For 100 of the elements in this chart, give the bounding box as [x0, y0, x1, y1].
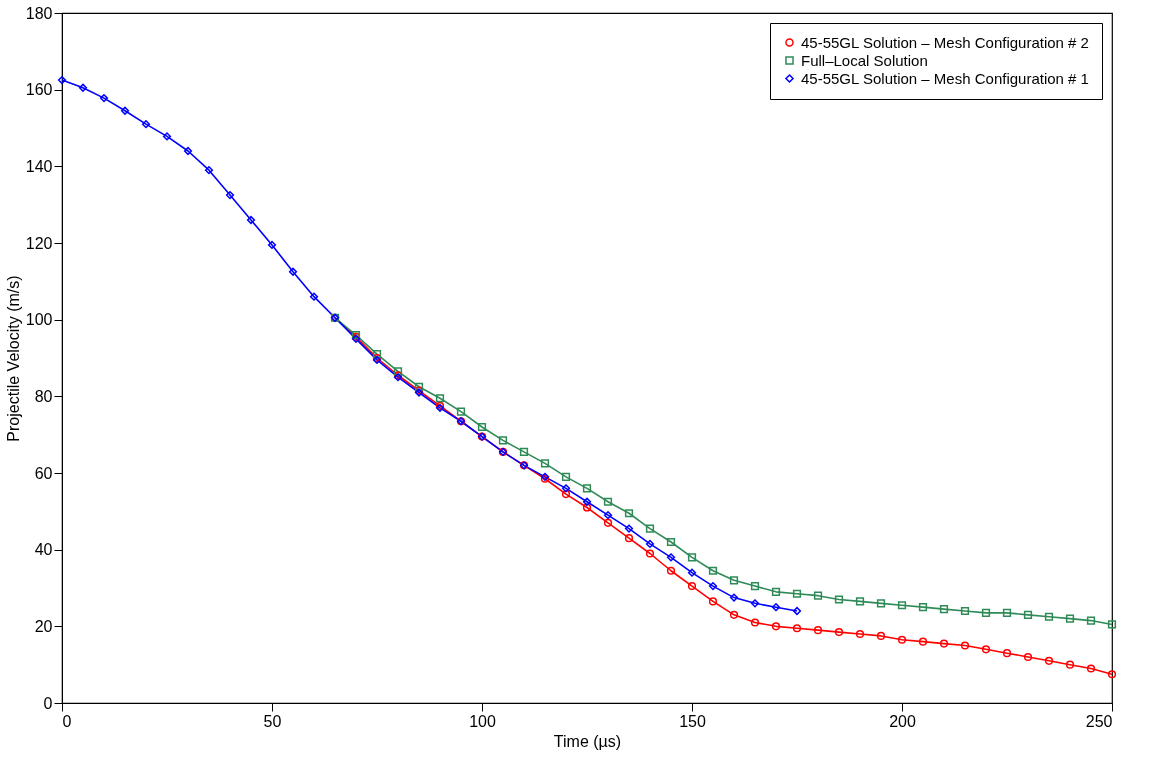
point [246, 215, 256, 225]
point [729, 576, 739, 585]
x-tick-label: 150 [679, 712, 706, 730]
y-tick-label: 160 [25, 81, 53, 99]
point [582, 484, 592, 493]
y-tick-label: 120 [25, 234, 53, 252]
y-tick-label: 40 [34, 541, 53, 559]
legend-label: 45-55GL Solution – Mesh Configuration # 1 [801, 69, 1089, 87]
y-tick-label: 0 [43, 694, 53, 712]
point [750, 618, 760, 627]
point [309, 292, 319, 301]
point [645, 539, 655, 549]
point [204, 166, 214, 175]
point [876, 631, 886, 641]
point [981, 608, 991, 618]
point [1023, 652, 1033, 662]
point [624, 534, 634, 543]
point [456, 407, 466, 416]
point [939, 639, 949, 648]
point [645, 549, 655, 558]
x-tick-label: 100 [469, 712, 496, 730]
y-axis-title: Projectile Velocity (m/s) [4, 275, 22, 442]
point [834, 627, 844, 637]
point [666, 553, 676, 562]
point [729, 610, 739, 619]
y-tick-label: 180 [25, 4, 53, 22]
point [771, 587, 781, 596]
point [687, 568, 697, 577]
y-tick-label: 80 [34, 387, 53, 405]
point [813, 591, 823, 600]
point [1086, 616, 1096, 625]
point [561, 484, 571, 493]
point [624, 509, 634, 518]
point [624, 524, 634, 533]
point [960, 641, 970, 650]
x-tick-label: 250 [1085, 712, 1113, 730]
point [561, 489, 571, 499]
point [435, 394, 445, 403]
point [120, 106, 130, 115]
point [141, 120, 151, 129]
x-tick-label: 200 [889, 712, 916, 730]
point [708, 581, 718, 591]
point [834, 595, 844, 604]
point [561, 472, 571, 481]
point [1107, 620, 1117, 629]
point [477, 422, 487, 432]
point [813, 626, 823, 635]
legend-label: Full–Local Solution [801, 51, 928, 69]
point [519, 447, 529, 457]
point [99, 94, 109, 103]
point [897, 601, 907, 610]
point [1002, 649, 1012, 658]
point [1023, 610, 1033, 619]
point [855, 597, 865, 606]
point [498, 436, 508, 445]
y-tick-label: 140 [25, 157, 53, 175]
point [981, 645, 991, 654]
point [1044, 612, 1054, 621]
point [855, 629, 865, 639]
point [540, 459, 550, 468]
point [771, 603, 781, 612]
point [960, 606, 970, 616]
point [897, 635, 907, 644]
y-tick-label: 60 [34, 464, 53, 482]
point [582, 503, 592, 512]
point [918, 603, 928, 612]
point [582, 497, 592, 506]
point [750, 581, 760, 591]
point [1065, 660, 1075, 669]
point [792, 624, 802, 633]
point [771, 622, 781, 631]
point [792, 589, 802, 598]
point [687, 553, 697, 562]
point [162, 132, 172, 141]
point [1086, 664, 1096, 673]
point [603, 511, 613, 520]
point [393, 367, 403, 376]
point [645, 524, 655, 533]
point [414, 382, 424, 391]
point [750, 599, 760, 608]
point [183, 146, 193, 156]
point [687, 581, 697, 591]
point [918, 637, 928, 646]
point [225, 190, 235, 200]
point [267, 240, 277, 250]
y-tick-label: 20 [34, 617, 53, 635]
point [666, 537, 676, 547]
point [708, 566, 718, 575]
point [1044, 656, 1054, 665]
point [1065, 614, 1075, 623]
point [78, 83, 88, 92]
x-tick-label: 50 [263, 712, 282, 730]
point [372, 350, 382, 359]
point [939, 604, 949, 614]
point [1002, 608, 1012, 618]
point [792, 606, 802, 616]
point [57, 75, 67, 85]
x-axis-title: Time (µs) [553, 732, 622, 750]
point [666, 566, 676, 575]
x-tick-label: 0 [62, 712, 72, 730]
